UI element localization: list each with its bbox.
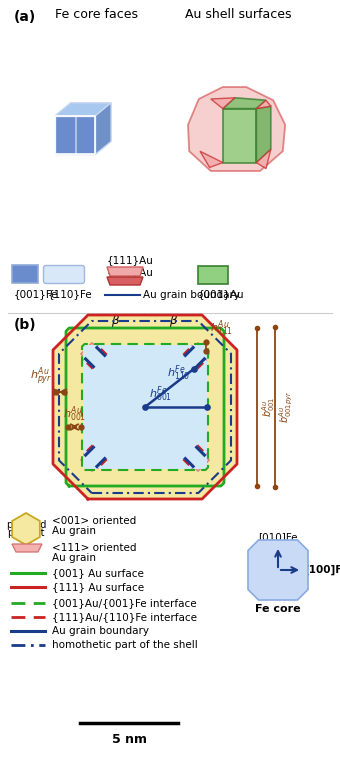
Text: $\beta$: $\beta$ [112,313,121,329]
Polygon shape [54,316,236,498]
Text: $h_{pyr}^{Au}$: $h_{pyr}^{Au}$ [30,366,52,388]
Text: platelet: platelet [7,528,45,538]
FancyBboxPatch shape [44,265,85,284]
Text: {111}Au/{110}Fe interface: {111}Au/{110}Fe interface [52,612,197,622]
Text: 5 nm: 5 nm [112,733,147,746]
Text: Au grain: Au grain [52,553,96,563]
Polygon shape [248,540,308,600]
Text: {001}Au/{001}Fe interface: {001}Au/{001}Fe interface [52,598,197,608]
Text: $\beta$: $\beta$ [169,313,178,329]
Polygon shape [81,343,109,371]
Polygon shape [107,267,143,276]
Polygon shape [55,103,111,116]
Polygon shape [83,345,207,469]
Text: {110}Fe: {110}Fe [48,289,92,299]
Polygon shape [53,315,237,499]
Polygon shape [223,109,256,163]
Polygon shape [12,513,40,545]
Text: {001} Au surface: {001} Au surface [52,568,144,578]
Polygon shape [188,87,285,171]
Polygon shape [81,443,109,471]
Text: $b_{001}^{Au}$: $b_{001}^{Au}$ [260,397,277,417]
Polygon shape [181,443,209,471]
Text: Au grain boundary: Au grain boundary [143,290,240,300]
Polygon shape [12,544,42,552]
Text: {111} Au surface: {111} Au surface [52,582,144,592]
Text: <111> oriented: <111> oriented [52,543,136,553]
Text: $h_{111}^{Au}$: $h_{111}^{Au}$ [210,318,233,338]
Text: $h_{001}^{Au}$: $h_{001}^{Au}$ [63,405,86,424]
Polygon shape [256,106,271,163]
Text: (b): (b) [14,318,37,332]
Polygon shape [55,116,96,155]
Text: homothetic part of the shell: homothetic part of the shell [52,640,198,650]
Polygon shape [211,98,235,109]
Text: {111}Au: {111}Au [107,267,154,277]
Text: [100]Fe: [100]Fe [304,565,340,575]
Text: $h_{110}^{Fe}$: $h_{110}^{Fe}$ [167,363,190,383]
Polygon shape [107,277,143,285]
Polygon shape [200,151,223,168]
Text: {111}Au: {111}Au [107,255,154,265]
Text: <001> oriented: <001> oriented [52,516,136,526]
Polygon shape [256,100,271,109]
Text: {001}Au: {001}Au [198,289,244,299]
Polygon shape [198,266,228,284]
Text: $h_{001}^{Fe}$: $h_{001}^{Fe}$ [149,384,172,404]
Polygon shape [223,98,266,109]
Text: (a): (a) [14,10,36,24]
Polygon shape [12,265,38,283]
Text: Au grain: Au grain [52,526,96,536]
Text: {001}Fe: {001}Fe [14,289,58,299]
Text: pyramid: pyramid [6,520,46,530]
Polygon shape [96,103,111,155]
Text: Au grain boundary: Au grain boundary [52,626,149,636]
Polygon shape [66,328,224,486]
Text: [010]Fe: [010]Fe [258,532,298,542]
Polygon shape [256,149,271,168]
Text: Fe core faces: Fe core faces [55,8,138,21]
Text: Fe core: Fe core [255,604,301,614]
Polygon shape [181,343,209,371]
Text: Au shell surfaces: Au shell surfaces [185,8,291,21]
Text: $b_{001pyr}^{Au}$: $b_{001pyr}^{Au}$ [278,391,295,423]
